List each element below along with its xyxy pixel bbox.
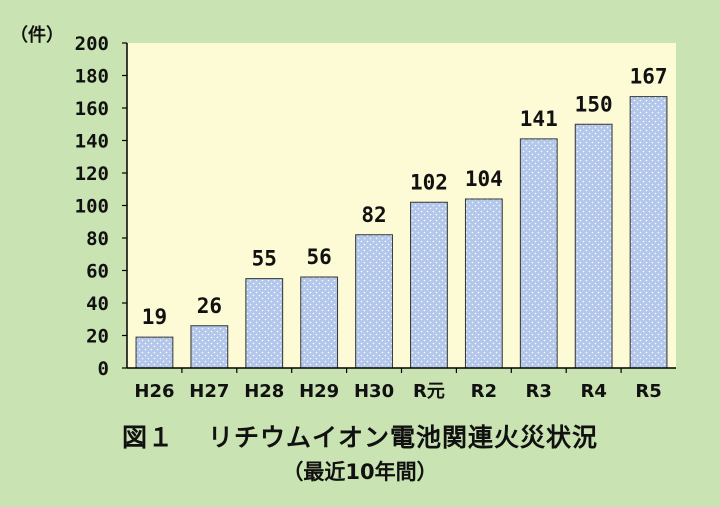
data-label: 19 (142, 305, 167, 329)
bar (464, 198, 503, 369)
bar (245, 278, 284, 369)
y-tick-label: 80 (86, 228, 109, 250)
data-label: 26 (197, 294, 222, 318)
data-label: 167 (630, 65, 668, 89)
bar-chart: 19 26 55 56 82 102 104 141 150 167 0 20 40 60 80 100 12… (10, 24, 676, 402)
y-tick-label: 40 (86, 293, 109, 315)
figure-number: 図１ (121, 423, 174, 452)
x-tick-label: R3 (526, 381, 552, 402)
bar (629, 96, 668, 369)
y-axis-title: （件） (10, 24, 64, 46)
bar (519, 138, 558, 369)
y-tick-label: 200 (75, 33, 109, 55)
figure-caption: 図１ リチウムイオン電池関連火災状況 (0, 418, 720, 454)
data-label: 150 (575, 92, 613, 116)
x-tick-label: R元 (413, 381, 445, 402)
data-label: 102 (410, 170, 448, 194)
y-tick-label: 20 (86, 326, 109, 348)
x-tick-label: H28 (244, 381, 284, 402)
bar (135, 336, 174, 369)
x-tick-label: H27 (189, 381, 229, 402)
x-tick-label: H26 (134, 381, 174, 402)
y-tick-label: 120 (75, 163, 109, 185)
x-tick-label: H29 (299, 381, 339, 402)
y-tick-label: 100 (75, 196, 109, 218)
bar (190, 325, 229, 369)
x-tick-label: H30 (354, 381, 394, 402)
figure-subtitle: （最近10年間） (282, 460, 438, 484)
bar (300, 276, 339, 369)
bar (410, 201, 448, 369)
x-tick-label: R4 (580, 381, 606, 402)
x-tick-label: R2 (471, 381, 497, 402)
data-label: 55 (252, 247, 277, 271)
data-label: 104 (465, 167, 503, 191)
y-tick-label: 180 (75, 66, 109, 88)
bar (355, 234, 393, 369)
x-tick-label: R5 (635, 381, 661, 402)
y-tick-label: 60 (86, 261, 109, 283)
data-label: 82 (361, 203, 386, 227)
y-tick-label: 0 (98, 358, 109, 380)
y-tick-label: 160 (75, 98, 109, 120)
figure-title: リチウムイオン電池関連火災状況 (208, 423, 599, 452)
data-label: 56 (307, 245, 332, 269)
data-label: 141 (520, 107, 558, 131)
y-tick-label: 140 (75, 131, 109, 153)
bar (574, 123, 613, 369)
